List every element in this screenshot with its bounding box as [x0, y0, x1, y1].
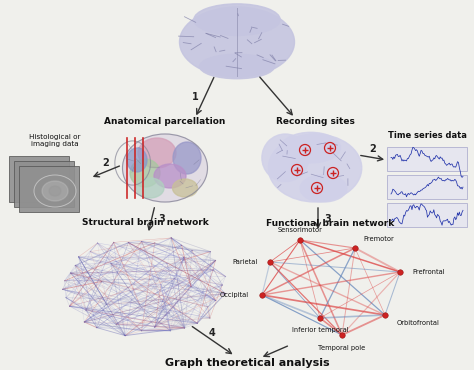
- Text: Sensorimotor: Sensorimotor: [278, 227, 322, 233]
- FancyBboxPatch shape: [9, 156, 69, 202]
- Ellipse shape: [300, 175, 347, 202]
- Ellipse shape: [130, 159, 160, 187]
- Text: Structural brain network: Structural brain network: [82, 218, 209, 227]
- Ellipse shape: [138, 138, 176, 168]
- Text: Premotor: Premotor: [363, 236, 394, 242]
- FancyBboxPatch shape: [387, 203, 467, 227]
- Text: 4: 4: [209, 327, 216, 337]
- Text: Prefrontal: Prefrontal: [412, 269, 445, 275]
- Ellipse shape: [154, 164, 186, 188]
- Ellipse shape: [281, 132, 340, 163]
- Text: 2: 2: [103, 158, 109, 168]
- Ellipse shape: [122, 134, 208, 202]
- Text: Orbitofrontal: Orbitofrontal: [397, 320, 440, 326]
- Text: Graph theoretical analysis: Graph theoretical analysis: [164, 358, 329, 368]
- Text: Occipital: Occipital: [220, 292, 249, 298]
- Text: Time series data: Time series data: [388, 131, 466, 140]
- Ellipse shape: [262, 134, 309, 182]
- FancyBboxPatch shape: [19, 166, 79, 212]
- Ellipse shape: [173, 179, 198, 197]
- Ellipse shape: [200, 54, 274, 79]
- Text: 1: 1: [191, 91, 199, 101]
- Text: 3: 3: [325, 213, 331, 223]
- Ellipse shape: [180, 7, 294, 77]
- Text: Parietal: Parietal: [233, 259, 258, 265]
- Text: Functional brain network: Functional brain network: [266, 219, 394, 228]
- Text: Inferior temporal: Inferior temporal: [292, 327, 348, 333]
- Text: Anatomical parcellation: Anatomical parcellation: [104, 117, 226, 126]
- Ellipse shape: [127, 148, 147, 172]
- FancyBboxPatch shape: [387, 147, 467, 171]
- FancyBboxPatch shape: [14, 161, 74, 207]
- Text: 3: 3: [158, 215, 165, 225]
- Ellipse shape: [194, 4, 280, 36]
- Text: Histological or
imaging data: Histological or imaging data: [29, 134, 81, 147]
- Text: Temporal pole: Temporal pole: [319, 345, 365, 351]
- Ellipse shape: [42, 181, 68, 201]
- FancyBboxPatch shape: [387, 175, 467, 199]
- Ellipse shape: [173, 142, 201, 174]
- Text: 2: 2: [369, 144, 376, 154]
- Ellipse shape: [49, 186, 61, 196]
- Text: Recording sites: Recording sites: [275, 117, 355, 126]
- Ellipse shape: [268, 134, 362, 202]
- Ellipse shape: [136, 178, 164, 198]
